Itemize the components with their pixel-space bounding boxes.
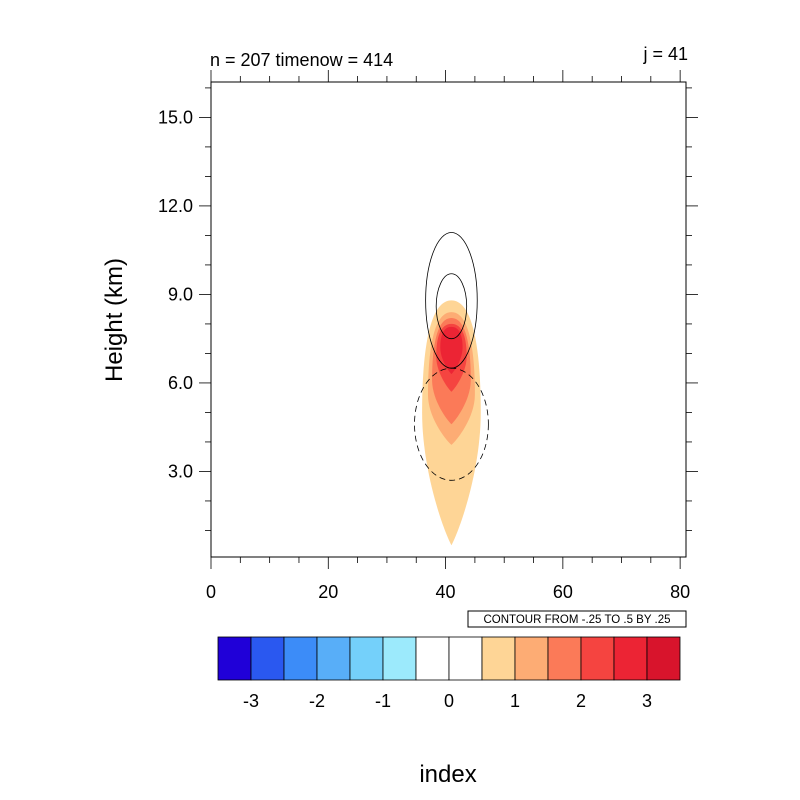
colorbar-tick-label: 0 bbox=[444, 691, 454, 711]
contour-info-text: CONTOUR FROM -.25 TO .5 BY .25 bbox=[483, 614, 670, 626]
colorbar-tick-label: -3 bbox=[243, 691, 259, 711]
title-right: j = 41 bbox=[642, 44, 688, 64]
colorbar-tick-label: 3 bbox=[642, 691, 652, 711]
colorbar-box bbox=[250, 636, 285, 681]
colorbar-box bbox=[547, 636, 582, 681]
axis-ticks bbox=[199, 70, 698, 569]
x-tick-label: 60 bbox=[553, 582, 573, 602]
fill-level-5 bbox=[440, 326, 463, 375]
colorbar-box bbox=[316, 636, 351, 681]
colorbar-box bbox=[613, 636, 648, 681]
colorbar-box bbox=[217, 636, 252, 681]
colorbar-labels: -3 -2 -1 0 1 2 3 bbox=[243, 691, 652, 711]
colorbar-tick-label: 2 bbox=[576, 691, 586, 711]
plot-frame bbox=[210, 81, 687, 558]
y-tick-label: 12.0 bbox=[158, 196, 193, 216]
colorbar-box bbox=[415, 636, 450, 681]
x-tick-label: 0 bbox=[206, 582, 216, 602]
y-tick-label: 15.0 bbox=[158, 107, 193, 127]
title-left: n = 207 timenow = 414 bbox=[210, 50, 393, 70]
y-tick-label: 3.0 bbox=[168, 461, 193, 481]
y-tick-labels: 3.0 6.0 9.0 12.0 15.0 bbox=[158, 107, 193, 481]
colorbar-tick-label: 1 bbox=[510, 691, 520, 711]
colorbar-box bbox=[349, 636, 384, 681]
x-tick-labels: 0 20 40 60 80 bbox=[206, 582, 690, 602]
x-tick-label: 80 bbox=[670, 582, 690, 602]
colorbar-box bbox=[382, 636, 417, 681]
colorbar-box bbox=[283, 636, 318, 681]
colorbar-tick-label: -1 bbox=[375, 691, 391, 711]
colorbar-box bbox=[514, 636, 549, 681]
x-tick-label: 20 bbox=[318, 582, 338, 602]
shaded-field bbox=[422, 300, 481, 546]
x-axis-label: index bbox=[419, 761, 476, 788]
contour-lines bbox=[414, 232, 489, 481]
colorbar-box bbox=[580, 636, 615, 681]
y-axis-label: Height (km) bbox=[101, 258, 128, 382]
colorbar bbox=[217, 636, 681, 681]
colorbar-box bbox=[448, 636, 483, 681]
contour-info-box: CONTOUR FROM -.25 TO .5 BY .25 bbox=[467, 610, 687, 628]
y-tick-label: 6.0 bbox=[168, 373, 193, 393]
colorbar-tick-label: -2 bbox=[309, 691, 325, 711]
colorbar-box bbox=[481, 636, 516, 681]
contour-line-2 bbox=[435, 273, 468, 340]
colorbar-box bbox=[646, 636, 681, 681]
y-tick-label: 9.0 bbox=[168, 284, 193, 304]
x-tick-label: 40 bbox=[436, 582, 456, 602]
contour-line-3 bbox=[414, 367, 489, 481]
